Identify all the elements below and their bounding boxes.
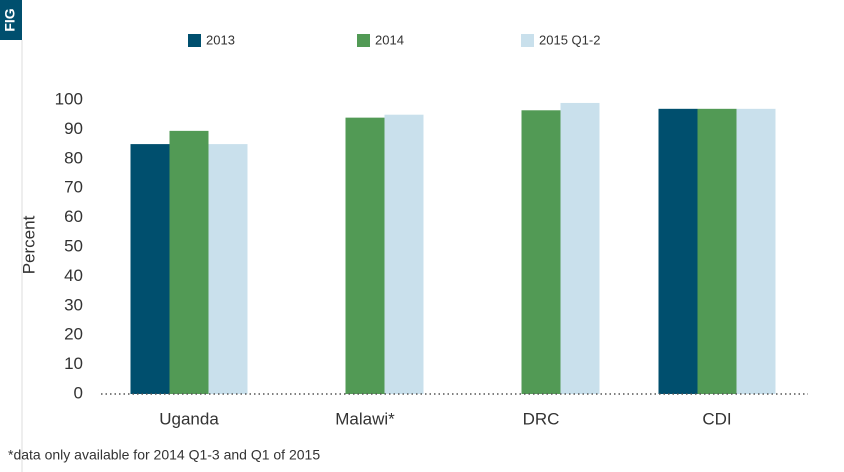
legend-swatch	[188, 34, 201, 47]
footnote: *data only available for 2014 Q1-3 and Q…	[8, 447, 320, 463]
bar	[384, 114, 424, 394]
y-tick-label: 100	[55, 89, 83, 108]
bar	[345, 117, 385, 394]
y-tick-label: 90	[64, 119, 83, 138]
x-tick-label: Malawi*	[335, 409, 395, 428]
bar	[169, 130, 209, 394]
y-tick-label: 30	[64, 295, 83, 314]
bar	[736, 108, 776, 394]
y-tick-label: 80	[64, 148, 83, 167]
y-tick-label: 60	[64, 207, 83, 226]
legend-label: 2014	[375, 32, 404, 47]
y-tick-label: 40	[64, 266, 83, 285]
figure-tab-label: FIG	[2, 8, 18, 31]
figure-tab	[0, 0, 22, 40]
bar	[658, 108, 698, 394]
bar	[560, 102, 600, 394]
y-tick-label: 20	[64, 325, 83, 344]
legend-swatch	[357, 34, 370, 47]
y-tick-label: 50	[64, 236, 83, 255]
legend-swatch	[521, 34, 534, 47]
bar	[130, 144, 170, 394]
legend-label: 2015 Q1-2	[539, 32, 600, 47]
y-tick-label: 10	[64, 354, 83, 373]
y-axis-label: Percent	[19, 215, 38, 274]
bar	[697, 108, 737, 394]
y-tick-label: 70	[64, 178, 83, 197]
legend-label: 2013	[206, 32, 235, 47]
bar	[208, 144, 248, 394]
x-tick-label: CDI	[702, 409, 731, 428]
x-tick-label: Uganda	[159, 409, 219, 428]
x-tick-label: DRC	[523, 409, 560, 428]
bar	[521, 110, 561, 394]
y-tick-label: 0	[74, 383, 83, 402]
